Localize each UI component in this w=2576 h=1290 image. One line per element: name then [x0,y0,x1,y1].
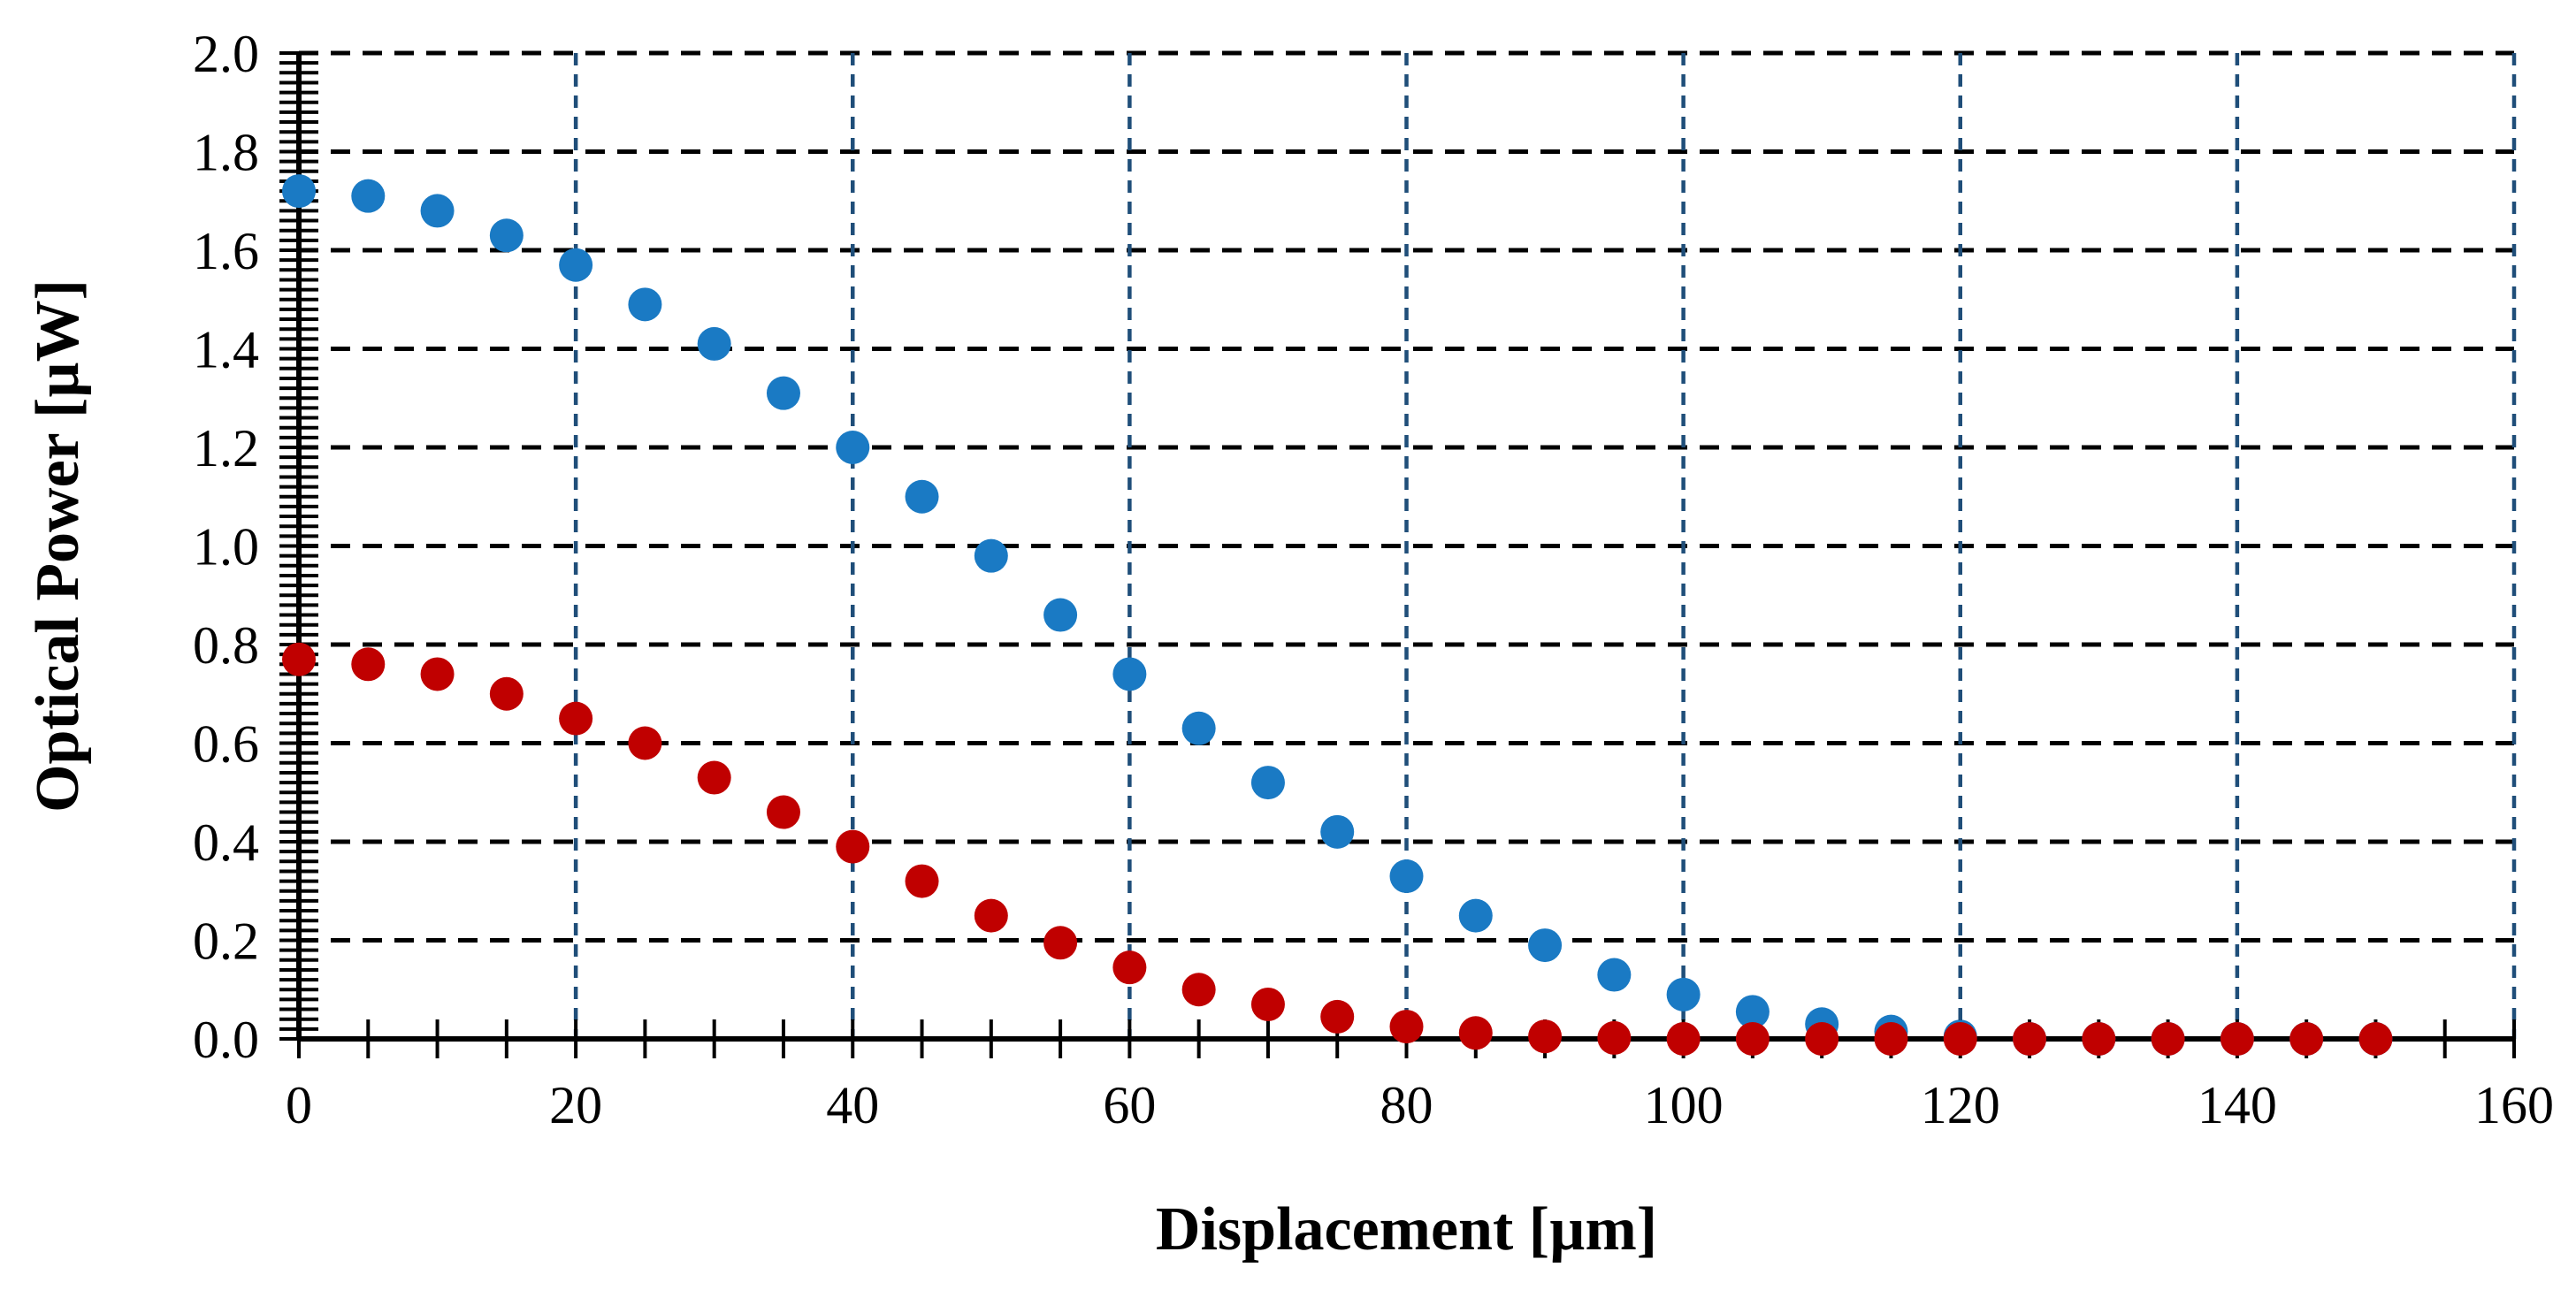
x-tick-label: 60 [1103,1076,1156,1134]
y-tick-label: 1.4 [193,321,259,379]
data-point [559,248,593,282]
series-2 [282,642,2393,1056]
data-point [1943,1022,1977,1056]
data-point [974,538,1008,573]
data-point [1805,1022,1839,1056]
data-point [1528,1019,1563,1054]
data-point [489,218,524,253]
data-point [1181,973,1216,1007]
y-tick-label: 0.4 [193,813,259,872]
data-point [766,376,800,410]
data-point [766,795,800,829]
data-point [1043,598,1078,632]
data-point [2289,1022,2324,1056]
data-point [1043,926,1078,960]
data-point [1250,766,1285,800]
data-point [1528,928,1563,963]
data-series [282,174,2393,1056]
data-point [1666,977,1701,1011]
y-tick-label: 1.6 [193,222,259,280]
data-point [628,726,662,760]
grid [299,50,2517,1039]
data-point [282,642,316,676]
data-point [559,701,593,736]
data-point [489,676,524,711]
data-point [282,174,316,209]
data-point [351,179,386,213]
data-point [2082,1022,2116,1056]
data-point [1112,657,1147,691]
y-tick-label: 1.2 [193,419,259,477]
data-point [1874,1022,1908,1056]
y-tick-label: 1.0 [193,518,259,576]
data-point [2013,1022,2047,1056]
data-point [1735,995,1770,1029]
x-tick-label: 20 [549,1076,602,1134]
x-tick-label: 100 [1644,1076,1724,1134]
x-tick-label: 0 [286,1076,312,1134]
data-point [1250,987,1285,1021]
data-point [420,657,455,691]
data-point [1389,859,1424,894]
data-point [836,431,870,464]
data-point [697,326,731,361]
data-point [1458,1016,1493,1050]
data-point [1320,999,1355,1034]
data-point [697,760,731,795]
axes [279,51,2516,1058]
x-tick-label: 40 [826,1076,879,1134]
data-point [1597,1020,1632,1055]
data-point [2151,1022,2185,1056]
y-tick-label: 0.8 [193,616,259,675]
y-axis-title: Optical Power [µW] [24,279,92,813]
x-tick-label: 140 [2198,1076,2277,1134]
y-tick-label: 0.0 [193,1011,259,1069]
data-point [1112,950,1147,985]
series-1 [282,174,2393,1056]
x-axis-title: Displacement [µm] [1156,1195,1657,1263]
y-tick-label: 0.6 [193,715,259,774]
data-point [1666,1022,1701,1056]
x-tick-label: 120 [1921,1076,2000,1134]
data-point [1181,711,1216,745]
data-point [905,479,939,514]
data-point [1735,1022,1770,1056]
data-point [2358,1022,2393,1056]
y-tick-label: 0.2 [193,912,259,971]
data-point [836,829,870,864]
data-point [1389,1010,1424,1044]
data-point [1458,898,1493,933]
x-tick-label: 80 [1380,1076,1433,1134]
data-point [420,194,455,228]
data-point [1597,958,1632,992]
data-point [974,898,1008,933]
data-point [351,647,386,682]
data-point [2220,1022,2254,1056]
y-tick-label: 1.8 [193,124,259,182]
data-point [628,287,662,322]
tick-labels: 0.0 0.2 0.4 0.6 0.8 1.0 1.2 1.4 1.6 1.8 2.0 0 20 40 60… [193,25,2554,1134]
y-tick-label: 2.0 [193,25,259,83]
data-point [905,864,939,898]
x-tick-label: 160 [2474,1076,2554,1134]
data-point [1320,814,1355,849]
